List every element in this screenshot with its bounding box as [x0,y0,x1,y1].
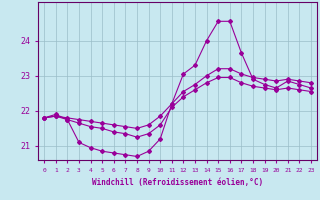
X-axis label: Windchill (Refroidissement éolien,°C): Windchill (Refroidissement éolien,°C) [92,178,263,187]
